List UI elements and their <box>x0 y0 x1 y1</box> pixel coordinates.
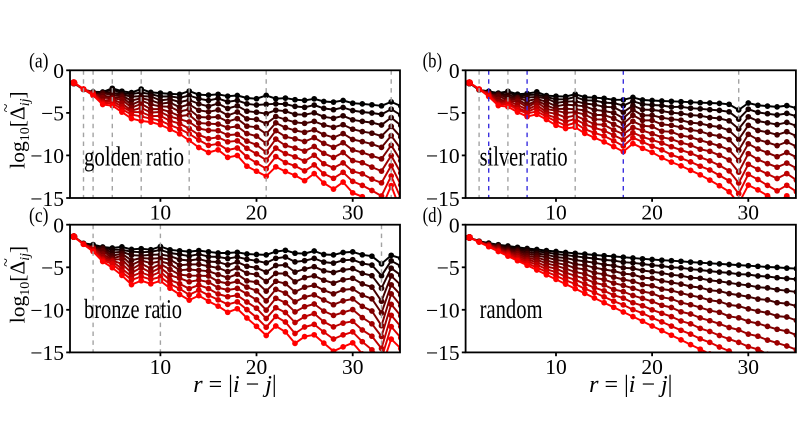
svg-text:r = |i − j|: r = |i − j| <box>193 372 276 398</box>
svg-text:−5: −5 <box>41 256 64 280</box>
svg-text:30: 30 <box>738 201 760 225</box>
svg-text:−15: −15 <box>30 341 64 365</box>
svg-text:bronze ratio: bronze ratio <box>84 294 182 324</box>
svg-text:−10: −10 <box>426 299 460 323</box>
svg-text:−15: −15 <box>30 187 64 211</box>
svg-text:log10[Δij]: log10[Δij] <box>6 246 34 323</box>
svg-text:30: 30 <box>342 355 364 379</box>
svg-text:20: 20 <box>246 201 268 225</box>
svg-text:−10: −10 <box>30 299 64 323</box>
svg-text:r = |i − j|: r = |i − j| <box>589 372 672 398</box>
svg-text:~: ~ <box>0 103 15 112</box>
svg-text:10: 10 <box>150 201 172 225</box>
svg-text:0: 0 <box>53 214 64 238</box>
svg-text:30: 30 <box>342 201 364 225</box>
svg-text:−10: −10 <box>426 144 460 168</box>
svg-text:−15: −15 <box>426 187 460 211</box>
svg-text:−10: −10 <box>30 144 64 168</box>
svg-text:silver ratio: silver ratio <box>480 141 568 171</box>
svg-text:10: 10 <box>545 201 567 225</box>
svg-text:random: random <box>480 294 543 324</box>
svg-text:0: 0 <box>53 59 64 83</box>
svg-text:log10[Δij]: log10[Δij] <box>6 91 34 168</box>
svg-text:30: 30 <box>738 355 760 379</box>
svg-text:10: 10 <box>545 355 567 379</box>
svg-text:golden ratio: golden ratio <box>84 141 184 171</box>
svg-text:−5: −5 <box>437 102 460 126</box>
svg-text:−15: −15 <box>426 341 460 365</box>
svg-text:(d): (d) <box>423 203 443 227</box>
svg-text:(a): (a) <box>29 49 49 73</box>
svg-text:10: 10 <box>150 355 172 379</box>
svg-text:(c): (c) <box>29 203 49 227</box>
svg-text:20: 20 <box>641 201 663 225</box>
svg-text:20: 20 <box>246 355 268 379</box>
svg-text:0: 0 <box>449 214 460 238</box>
svg-text:(b): (b) <box>423 49 443 73</box>
svg-text:−5: −5 <box>437 256 460 280</box>
svg-text:20: 20 <box>641 355 663 379</box>
svg-text:0: 0 <box>449 59 460 83</box>
svg-text:~: ~ <box>0 258 15 267</box>
svg-text:−5: −5 <box>41 102 64 126</box>
